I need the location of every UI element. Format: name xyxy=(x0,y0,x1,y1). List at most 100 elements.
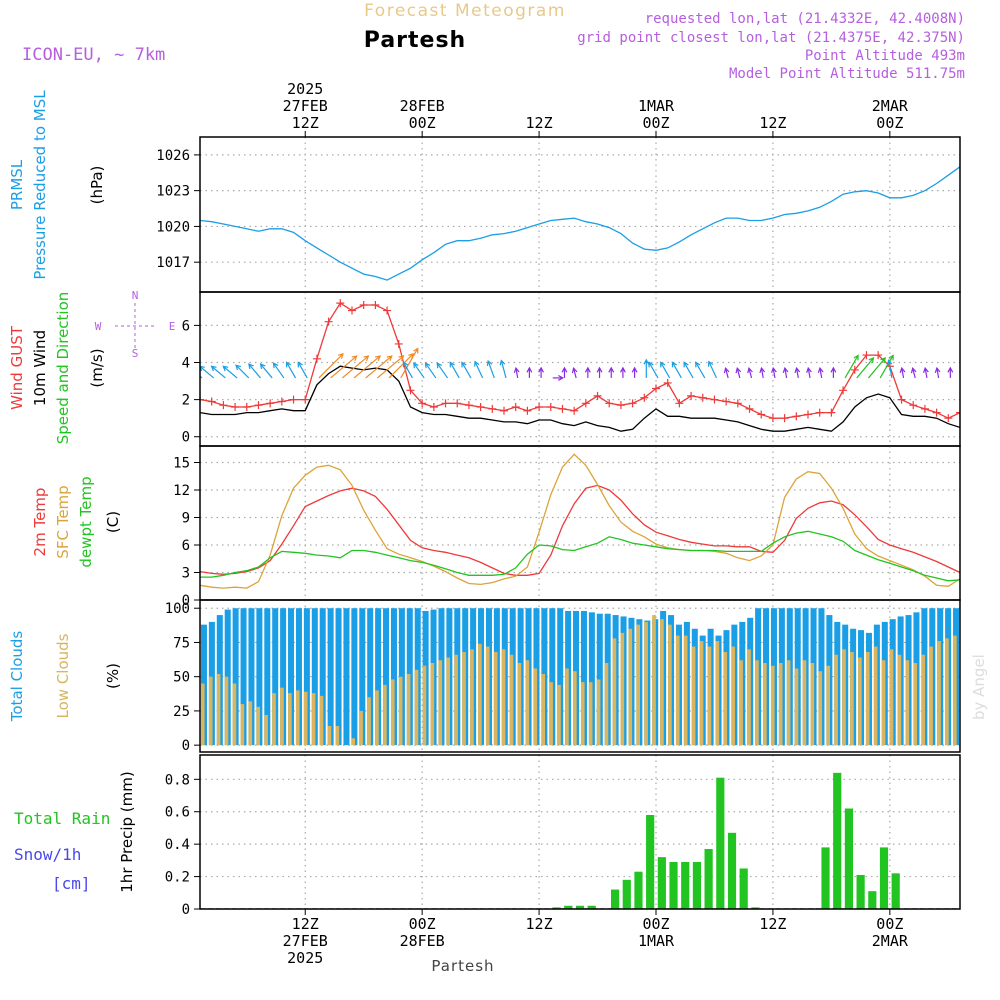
wind-direction-arrow xyxy=(513,366,520,379)
wind-direction-arrow xyxy=(474,360,484,379)
arrow-shaft xyxy=(807,367,811,379)
arrow-head xyxy=(436,362,442,369)
low-clouds-bar xyxy=(850,652,854,746)
low-clouds-bar xyxy=(873,646,878,746)
gust-marker xyxy=(336,299,345,308)
total-clouds-bar xyxy=(319,608,326,746)
axis-label: (%) xyxy=(104,663,122,689)
low-clouds-bar xyxy=(478,643,482,746)
y-tick-label: 12 xyxy=(173,483,190,499)
low-clouds-bar xyxy=(430,662,435,746)
arrow-head xyxy=(934,366,941,374)
top-time-label: 00Z xyxy=(876,114,903,132)
low-clouds-bar xyxy=(818,671,823,746)
gust-marker xyxy=(312,354,321,363)
panel-body-wind xyxy=(200,299,960,432)
arrow-head xyxy=(561,366,568,373)
bottom-time-label: 2025 xyxy=(287,949,323,967)
compass: N S W E xyxy=(95,289,176,360)
arrow-head xyxy=(297,361,303,368)
low-clouds-bar xyxy=(533,668,538,746)
wind-direction-arrow xyxy=(461,361,472,379)
arrow-head xyxy=(285,361,292,368)
gust-marker xyxy=(488,404,497,413)
y-tick-label: 0.8 xyxy=(165,772,190,788)
location-title: Partesh xyxy=(364,28,466,53)
wind-direction-arrow xyxy=(794,366,801,379)
arrow-shaft xyxy=(695,362,706,379)
low-clouds-bar xyxy=(272,693,276,746)
arrow-head xyxy=(886,358,893,366)
arrow-head xyxy=(486,359,493,367)
footer-location: Partesh xyxy=(431,957,494,975)
low-clouds-bar xyxy=(897,654,902,746)
y-tick-label: 1020 xyxy=(156,219,190,235)
arrow-head xyxy=(923,366,929,374)
series-line-sfc-temp xyxy=(200,453,960,589)
arrow-head xyxy=(538,366,545,373)
low-clouds-bar xyxy=(755,660,759,746)
arrow-shaft xyxy=(211,365,226,379)
snow-unit: [cm] xyxy=(52,874,91,893)
low-clouds-bar xyxy=(699,641,704,746)
gust-marker xyxy=(266,399,275,408)
axis-label: SFC Temp xyxy=(54,485,72,558)
gust-marker xyxy=(359,300,368,309)
arrow-shaft xyxy=(260,363,273,379)
arrow-shaft xyxy=(353,355,381,379)
arrow-shaft xyxy=(784,367,788,379)
y-tick-label: 50 xyxy=(173,670,190,686)
rain-bar xyxy=(552,907,561,909)
axis-label: Low Clouds xyxy=(54,633,72,718)
wind-direction-arrow xyxy=(660,361,671,379)
wind-direction-arrow xyxy=(200,365,215,379)
arrow-shaft xyxy=(671,362,682,379)
wind-direction-arrow xyxy=(899,366,906,379)
arrow-shaft xyxy=(376,355,404,379)
rain-bar xyxy=(646,814,655,909)
arrow-head xyxy=(558,375,565,381)
wind-direction-arrow xyxy=(596,366,603,378)
y-tick-label: 6 xyxy=(182,538,190,554)
gust-marker xyxy=(792,412,801,421)
low-clouds-bar xyxy=(462,652,466,746)
gust-marker xyxy=(932,408,941,417)
arrow-shaft xyxy=(819,367,823,379)
wind-direction-arrow xyxy=(648,361,659,379)
gust-marker xyxy=(277,397,286,406)
low-clouds-bar xyxy=(383,684,387,746)
wind-direction-arrow xyxy=(400,347,419,379)
low-clouds-bar xyxy=(652,615,656,746)
low-clouds-bar xyxy=(454,654,458,746)
low-clouds-bar xyxy=(612,638,617,746)
low-clouds-bar xyxy=(438,660,443,746)
y-tick-label: 0 xyxy=(182,430,190,446)
arrow-head xyxy=(648,361,654,368)
gust-marker xyxy=(722,397,731,406)
total-clouds-bar xyxy=(288,608,295,746)
gust-marker xyxy=(348,306,356,315)
low-clouds-bar xyxy=(288,693,292,746)
arrow-head xyxy=(248,363,254,370)
gust-marker xyxy=(324,317,333,326)
total-clouds-bar xyxy=(343,608,350,746)
y-tick-label: 0 xyxy=(182,902,190,918)
gust-marker xyxy=(593,391,602,400)
low-clouds-bar xyxy=(604,662,609,746)
compass-south: S xyxy=(132,347,139,360)
total-clouds-bar xyxy=(359,608,366,746)
arrow-head xyxy=(771,366,777,374)
low-clouds-bar xyxy=(216,673,221,746)
arrow-shaft xyxy=(413,362,425,379)
arrow-head xyxy=(695,361,701,368)
total-clouds-bar xyxy=(383,608,390,746)
arrow-head xyxy=(947,366,954,373)
arrow-shaft xyxy=(341,355,369,379)
rain-bar xyxy=(879,847,889,909)
low-clouds-bar xyxy=(810,662,815,746)
wind-direction-arrow xyxy=(844,354,859,379)
compass-north: N xyxy=(132,289,139,302)
low-clouds-bar xyxy=(375,690,379,746)
